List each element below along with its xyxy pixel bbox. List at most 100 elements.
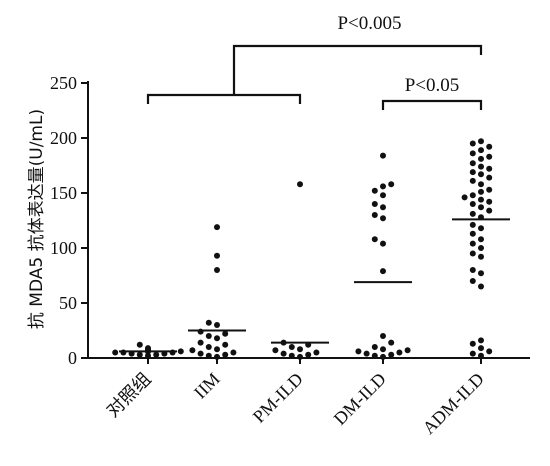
data-point [380,333,386,339]
data-point [153,351,160,358]
data-point [486,186,493,193]
data-point [478,204,484,211]
data-point [297,346,303,353]
data-point [478,181,484,188]
data-point [388,181,395,188]
y-tick-label: 150 [50,183,77,203]
data-point [478,245,484,251]
data-point [380,268,386,275]
data-point [371,187,378,194]
data-point [478,225,484,232]
data-point [469,221,476,228]
data-point [288,344,295,350]
data-point [136,351,143,358]
data-point [145,345,151,352]
data-point [469,278,476,284]
mean-lines [119,218,510,353]
data-point [371,344,378,350]
data-point [388,339,395,346]
data-point [478,138,484,145]
data-point [214,335,220,342]
data-point [280,350,287,357]
axes [87,81,530,359]
x-tick-label: 对照组 [103,369,155,421]
data-point [478,253,484,260]
data-point [380,353,386,360]
x-tick-label: PM-ILD [249,369,307,427]
data-point [469,240,476,247]
data-point [486,207,493,214]
data-point [478,196,484,203]
data-point [222,341,229,348]
data-point [478,236,484,243]
data-point [205,319,212,326]
data-point [469,160,476,167]
y-tick-label: 200 [50,128,77,148]
data-point [469,210,476,217]
x-axis-ticks: 对照组 IIM PM-ILD DM-ILD ADM-ILD [103,358,488,438]
data-point [214,353,220,360]
data-point [222,330,229,337]
x-tick-label: ADM-ILD [419,369,488,438]
data-point [380,204,386,211]
data-point [189,347,196,354]
data-point [205,352,212,359]
y-axis-ticks: 0 50 100 150 200 250 [50,73,88,368]
bracket-small [381,99,483,110]
data-point [404,347,411,354]
data-point [388,351,395,358]
data-point [478,163,484,170]
data-point [469,150,476,157]
data-point [214,267,220,273]
data-point [478,147,484,154]
data-point [486,153,493,160]
bracket-main [232,44,483,95]
data-point [214,322,220,328]
data-point [112,349,119,356]
data-point [486,198,493,205]
data-point [380,240,386,247]
data-point [305,351,312,358]
data-point [486,348,493,355]
data-point [380,215,386,222]
significance-label-2: P<0.05 [405,75,460,96]
data-point [469,230,476,237]
data-point [478,352,484,359]
data-point [478,270,484,277]
data-point [469,201,476,207]
data-point [288,352,295,359]
data-point [469,250,476,257]
data-point [313,349,320,356]
data-point [371,352,378,359]
data-point [297,181,303,188]
data-point [222,351,229,358]
data-point [469,192,476,199]
bracket-left-group [146,93,302,104]
data-point [478,155,484,162]
data-point [478,345,484,352]
data-point [136,341,143,348]
data-point [478,283,484,290]
data-point [145,352,151,359]
x-tick-label: IIM [190,369,224,403]
data-point [478,171,484,178]
data-point [371,212,378,218]
data-point [363,350,370,357]
y-tick-label: 100 [50,238,77,258]
data-point [272,347,279,354]
data-point [469,340,476,347]
data-point [355,348,362,355]
y-tick-label: 250 [50,73,77,93]
data-point [297,353,303,360]
data-point [380,152,386,159]
y-tick-label: 50 [59,293,77,313]
data-point [371,201,378,207]
data-point [214,346,220,353]
data-point [197,350,204,357]
significance-label-1: P<0.005 [337,13,401,34]
data-point [396,349,403,356]
data-point [486,165,493,172]
data-point [380,192,386,199]
data-point [469,140,476,147]
